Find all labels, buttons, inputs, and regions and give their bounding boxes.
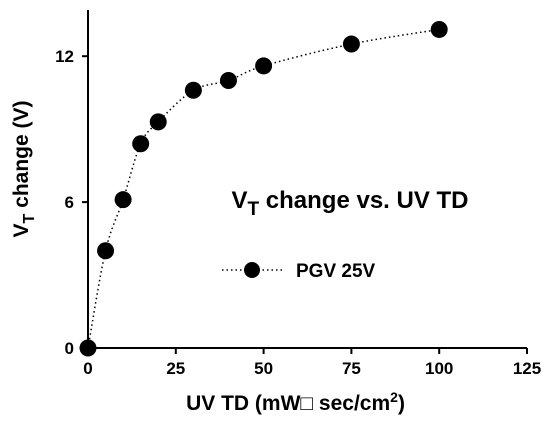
legend: PGV 25V — [222, 261, 376, 282]
y-axis-title-pre: V — [10, 223, 33, 237]
legend-marker — [244, 262, 260, 278]
y-tick-label: 6 — [65, 193, 74, 212]
annotation-pre: V — [231, 187, 247, 214]
x-tick-label: 0 — [83, 359, 92, 378]
x-tick-label: 25 — [166, 359, 185, 378]
x-axis-title-tail: ) — [398, 392, 405, 415]
data-point — [219, 72, 237, 90]
annotation-sub: T — [248, 199, 260, 220]
series-layer — [79, 20, 448, 357]
y-tick-label: 0 — [65, 339, 74, 358]
data-point — [342, 35, 360, 53]
y-axis-title: VT change (V) — [10, 101, 38, 238]
legend-label: PGV 25V — [296, 261, 376, 282]
data-point — [184, 81, 202, 99]
y-axis-ticks: 0 6 12 — [55, 47, 88, 358]
data-point — [97, 242, 115, 260]
y-axis-title-sub: T — [21, 213, 38, 223]
x-axis-ticks: 0 25 50 75 100 125 — [83, 348, 541, 378]
y-tick-label: 12 — [55, 47, 74, 66]
data-point — [430, 20, 448, 38]
x-tick-label: 75 — [342, 359, 361, 378]
x-tick-label: 50 — [254, 359, 273, 378]
x-axis-title-main: UV TD (mW□ sec/cm — [186, 392, 390, 415]
annotation-post: change vs. UV TD — [259, 187, 468, 214]
x-tick-label: 125 — [513, 359, 541, 378]
series-line — [87, 28, 440, 349]
chart-annotation: VT change vs. UV TD — [231, 187, 468, 220]
data-point — [255, 57, 273, 75]
x-tick-label: 100 — [425, 359, 453, 378]
x-axis-title-sup: 2 — [390, 389, 398, 405]
data-point — [132, 135, 150, 153]
y-axis-title-post: change (V) — [10, 101, 33, 214]
x-axis-title: UV TD (mW□ sec/cm2) — [186, 389, 405, 415]
data-point — [149, 113, 167, 131]
data-point — [79, 339, 97, 357]
data-point — [114, 191, 132, 209]
plot-frame — [87, 10, 527, 349]
